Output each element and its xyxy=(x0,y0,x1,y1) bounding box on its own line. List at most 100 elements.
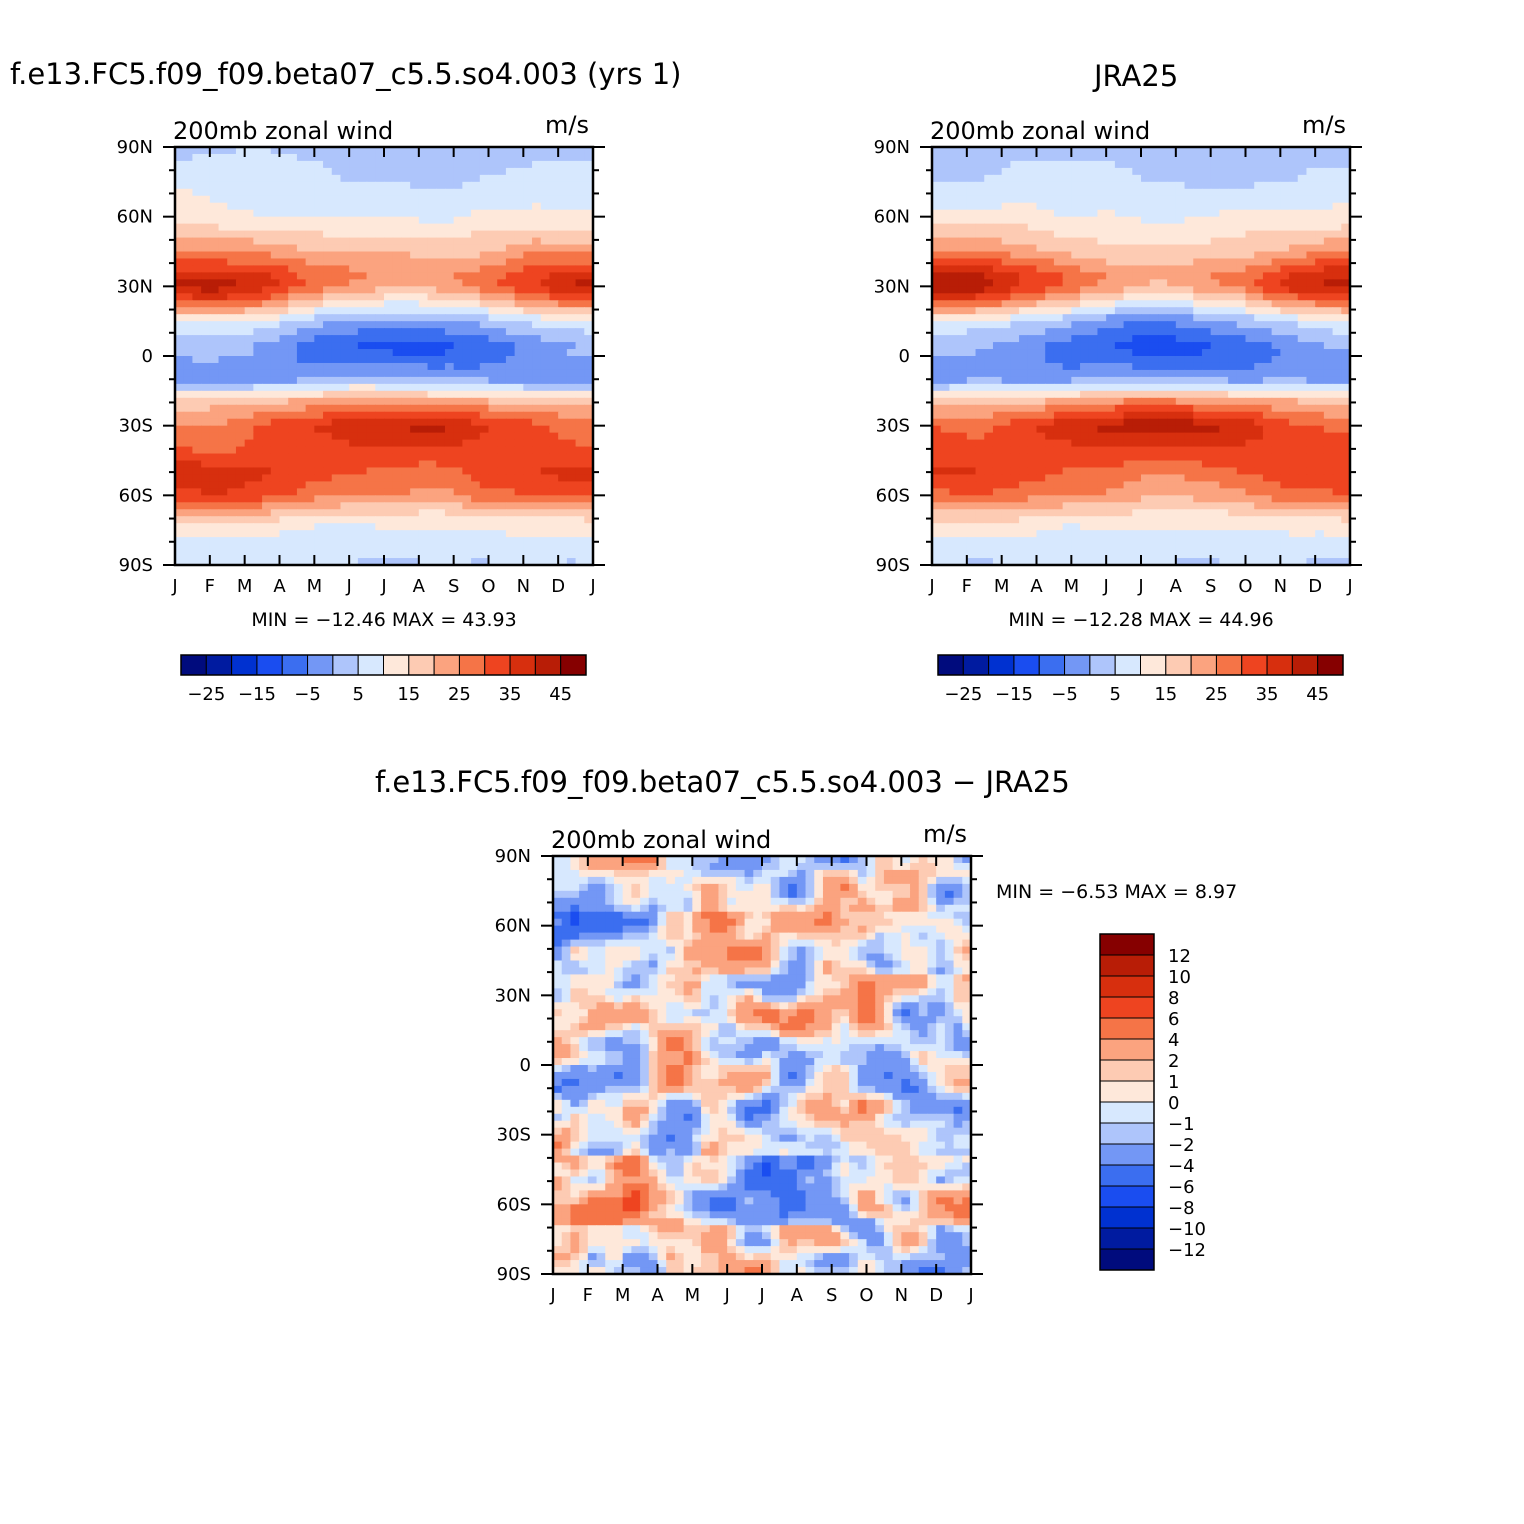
model-field-cell xyxy=(218,174,228,183)
obs-field-cell xyxy=(1019,216,1029,225)
obs-field-cell xyxy=(1132,390,1142,399)
model-field-cell xyxy=(375,181,385,190)
obs-field-cell xyxy=(1141,272,1151,280)
model-field-cell xyxy=(462,209,472,218)
obs-field-cell xyxy=(1245,335,1255,343)
model-field-cell xyxy=(227,349,237,357)
obs-field-cell xyxy=(1010,223,1020,232)
model-field-cell xyxy=(575,209,585,218)
obs-field-cell xyxy=(1167,195,1177,204)
model-field-cell xyxy=(244,160,254,169)
obs-field-cell xyxy=(1123,369,1133,378)
obs-field-cell xyxy=(940,209,951,218)
model-field-cell xyxy=(549,411,559,420)
obs-field-cell xyxy=(1236,160,1247,169)
model-field-cell xyxy=(218,467,228,476)
obs-field-cell xyxy=(1262,321,1273,329)
model-field-cell xyxy=(384,474,394,482)
model-field-cell xyxy=(288,390,298,399)
model-field-cell xyxy=(262,446,272,455)
obs-field-cell xyxy=(1027,321,1038,329)
model-subtitle-right: m/s xyxy=(545,111,589,139)
model-field-cell xyxy=(436,195,446,204)
model-field-cell xyxy=(444,251,455,260)
model-field-cell xyxy=(288,349,298,357)
obs-field-cell xyxy=(1106,307,1116,315)
model-field-cell xyxy=(566,293,577,301)
model-field-cell xyxy=(410,147,420,155)
model-field-cell xyxy=(262,418,272,427)
model-field-cell xyxy=(401,342,411,350)
model-field-cell xyxy=(410,181,420,190)
model-field-cell xyxy=(262,349,272,357)
obs-field-cell xyxy=(1001,202,1011,211)
model-field-cell xyxy=(175,474,185,482)
obs-field-cell xyxy=(1280,307,1290,315)
obs-field-cell xyxy=(1289,147,1299,155)
obs-field-cell xyxy=(1254,160,1264,169)
obs-field-cell xyxy=(1219,321,1229,329)
model-field-cell xyxy=(523,202,533,211)
model-field-cell xyxy=(436,258,446,267)
obs-field-cell xyxy=(1236,425,1247,434)
model-field-cell xyxy=(384,209,394,218)
model-field-cell xyxy=(418,404,429,413)
model-field-cell xyxy=(558,369,568,378)
obs-field-cell xyxy=(1193,307,1203,315)
model-field-cell xyxy=(349,544,359,552)
obs-field-cell xyxy=(1306,209,1316,218)
model-field-cell xyxy=(401,397,411,406)
model-field-cell xyxy=(427,369,437,378)
model-field-cell xyxy=(244,342,254,350)
obs-field-cell xyxy=(1010,404,1020,413)
obs-field-cell xyxy=(1071,362,1081,371)
obs-field-cell xyxy=(992,174,1003,183)
model-field-cell xyxy=(566,509,577,517)
obs-field-cell xyxy=(1097,418,1107,427)
model-field-cell xyxy=(262,425,272,434)
model-field-cell xyxy=(235,453,246,462)
obs-field-cell xyxy=(1201,397,1212,406)
model-field-cell xyxy=(366,293,376,301)
obs-field-cell xyxy=(1141,425,1151,434)
obs-field-cell xyxy=(1236,356,1247,364)
model-field-cell xyxy=(497,383,507,392)
obs-field-cell xyxy=(992,432,1003,441)
obs-field-cell xyxy=(1167,425,1177,434)
obs-field-cell xyxy=(1123,188,1133,197)
model-field-cell xyxy=(357,258,368,267)
obs-field-cell xyxy=(1123,223,1133,232)
model-field-cell xyxy=(575,425,585,434)
model-field-cell xyxy=(357,467,368,476)
obs-field-cell xyxy=(1114,279,1125,287)
obs-field-cell xyxy=(1289,432,1299,441)
obs-field-cell xyxy=(958,202,968,211)
obs-field-cell xyxy=(1219,160,1229,169)
model-field-cell xyxy=(514,537,524,545)
model-field-cell xyxy=(262,516,272,524)
obs-field-cell xyxy=(966,397,977,406)
model-field-cell xyxy=(549,390,559,399)
model-field-cell xyxy=(270,209,281,218)
obs-field-cell xyxy=(1193,167,1203,176)
obs-field-cell xyxy=(1280,265,1290,273)
obs-field-cell xyxy=(1019,307,1029,315)
model-field-cell xyxy=(418,153,429,162)
obs-field-cell xyxy=(1149,342,1160,350)
obs-field-cell xyxy=(1306,425,1316,434)
model-field-cell xyxy=(471,258,481,267)
obs-field-cell xyxy=(1254,147,1264,155)
obs-field-cell xyxy=(1071,181,1081,190)
obs-field-cell xyxy=(1097,258,1107,267)
obs-field-cell xyxy=(932,244,942,253)
model-field-cell xyxy=(235,551,246,559)
model-field-cell xyxy=(227,147,237,155)
model-field-cell xyxy=(505,181,516,190)
obs-field-cell xyxy=(1289,251,1299,260)
model-field-cell xyxy=(349,321,359,329)
obs-field-cell xyxy=(1297,195,1308,204)
model-field-cell xyxy=(227,495,237,503)
model-field-cell xyxy=(436,544,446,552)
model-field-cell xyxy=(183,439,194,448)
model-field-cell xyxy=(453,272,463,280)
